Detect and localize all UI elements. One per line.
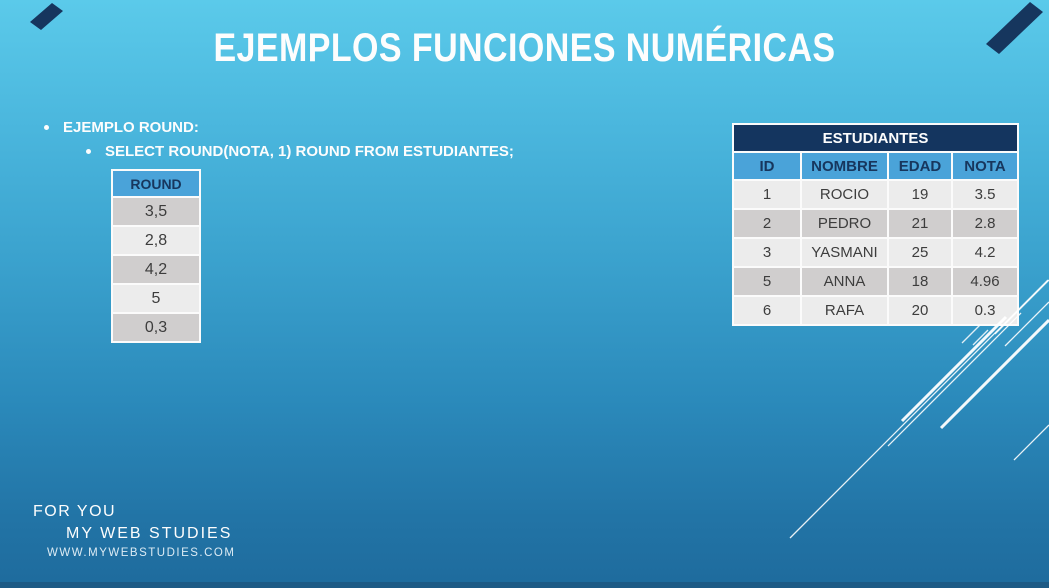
column-header-nombre: NOMBRE (802, 153, 887, 179)
slide-title: EJEMPLOS FUNCIONES NUMÉRICAS (213, 26, 836, 70)
round-value: 5 (113, 285, 199, 312)
footer-brand-line1: FOR YOU (33, 503, 117, 520)
cell-id: 6 (734, 297, 800, 324)
round-table-header: ROUND (113, 171, 199, 196)
corner-accent-top-left-icon (30, 3, 63, 30)
bullet-example-round-label: EJEMPLO ROUND: (63, 119, 199, 136)
bullet-example-round: EJEMPLO ROUND: (44, 119, 199, 136)
bullet-sql-query-label: SELECT ROUND(NOTA, 1) ROUND FROM ESTUDIA… (105, 143, 514, 160)
column-header-id: ID (734, 153, 800, 179)
cell-nota: 4.2 (953, 239, 1017, 266)
table-row: 2,8 (113, 227, 199, 254)
bullet-dot-icon (86, 149, 91, 154)
bullet-sql-query: SELECT ROUND(NOTA, 1) ROUND FROM ESTUDIA… (86, 143, 514, 160)
cell-nombre: RAFA (802, 297, 887, 324)
round-table-header-row: ROUND (113, 171, 199, 196)
cell-id: 2 (734, 210, 800, 237)
table-row: 5 (113, 285, 199, 312)
cell-nota: 2.8 (953, 210, 1017, 237)
cell-edad: 21 (889, 210, 951, 237)
estudiantes-table: ESTUDIANTES ID NOMBRE EDAD NOTA 1 ROCIO … (732, 123, 1019, 326)
round-value: 3,5 (113, 198, 199, 225)
round-value: 4,2 (113, 256, 199, 283)
cell-id: 5 (734, 268, 800, 295)
estudiantes-title-row: ESTUDIANTES (734, 125, 1017, 151)
round-value: 2,8 (113, 227, 199, 254)
column-header-nota: NOTA (953, 153, 1017, 179)
table-row: 5 ANNA 18 4.96 (734, 268, 1017, 295)
column-header-edad: EDAD (889, 153, 951, 179)
round-value: 0,3 (113, 314, 199, 341)
table-row: 6 RAFA 20 0.3 (734, 297, 1017, 324)
cell-edad: 25 (889, 239, 951, 266)
cell-nota: 3.5 (953, 181, 1017, 208)
footer-brand-line2: MY WEB STUDIES (66, 525, 233, 542)
table-row: 0,3 (113, 314, 199, 341)
cell-nota: 4.96 (953, 268, 1017, 295)
cell-nombre: YASMANI (802, 239, 887, 266)
cell-id: 1 (734, 181, 800, 208)
footer-website: WWW.MYWEBSTUDIES.COM (47, 547, 236, 559)
estudiantes-header-row: ID NOMBRE EDAD NOTA (734, 153, 1017, 179)
corner-accent-top-right-icon (986, 2, 1043, 54)
table-row: 2 PEDRO 21 2.8 (734, 210, 1017, 237)
estudiantes-table-title: ESTUDIANTES (734, 125, 1017, 151)
cell-edad: 18 (889, 268, 951, 295)
cell-nombre: PEDRO (802, 210, 887, 237)
cell-nota: 0.3 (953, 297, 1017, 324)
cell-edad: 20 (889, 297, 951, 324)
cell-edad: 19 (889, 181, 951, 208)
table-row: 4,2 (113, 256, 199, 283)
round-result-table: ROUND 3,5 2,8 4,2 5 0,3 (111, 169, 201, 343)
table-row: 3 YASMANI 25 4.2 (734, 239, 1017, 266)
cell-nombre: ANNA (802, 268, 887, 295)
cell-id: 3 (734, 239, 800, 266)
table-row: 1 ROCIO 19 3.5 (734, 181, 1017, 208)
cell-nombre: ROCIO (802, 181, 887, 208)
bullet-dot-icon (44, 125, 49, 130)
table-row: 3,5 (113, 198, 199, 225)
bottom-edge-bar (0, 582, 1049, 588)
